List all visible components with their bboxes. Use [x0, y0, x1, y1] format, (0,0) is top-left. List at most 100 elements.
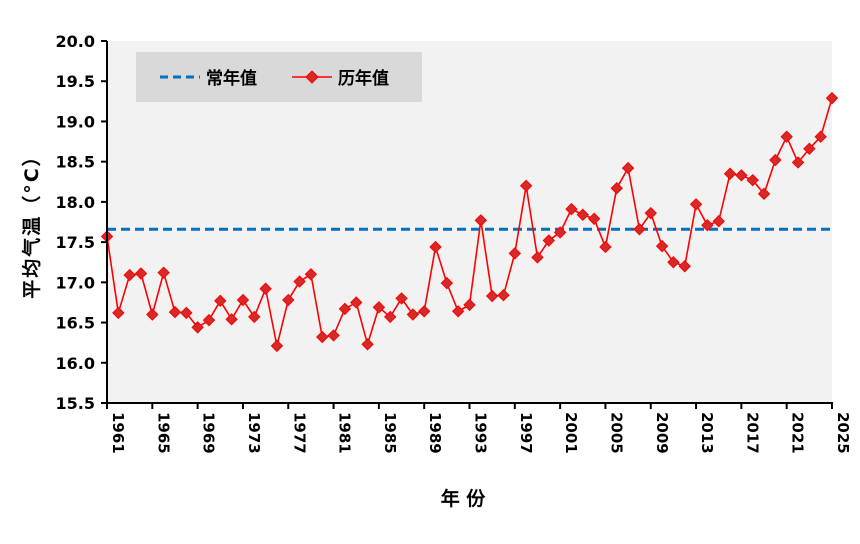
x-tick-label: 1965 — [154, 412, 172, 454]
x-tick-label: 1985 — [381, 412, 399, 454]
y-tick-label: 20.0 — [56, 32, 95, 51]
y-tick-label: 16.5 — [56, 314, 95, 333]
x-tick-label: 1993 — [472, 412, 490, 454]
data-point-2008 — [633, 223, 646, 236]
data-point-1978 — [293, 275, 306, 288]
data-point-2022 — [791, 156, 805, 169]
data-point-2007 — [621, 161, 635, 175]
data-point-1963 — [123, 268, 136, 282]
data-point-2010 — [655, 239, 669, 253]
data-point-1983 — [350, 296, 363, 309]
data-point-1969 — [191, 321, 204, 334]
data-point-1995 — [485, 289, 499, 303]
data-point-1982 — [338, 302, 352, 316]
data-point-1979 — [304, 268, 318, 281]
data-point-1966 — [157, 266, 170, 279]
x-tick-label: 1989 — [426, 412, 444, 454]
data-point-2014 — [701, 219, 714, 232]
y-tick-label: 17.5 — [56, 233, 95, 252]
data-point-1975 — [259, 282, 272, 295]
data-point-1998 — [519, 179, 533, 193]
legend: 常年值 历年值 — [136, 52, 422, 102]
data-point-2024 — [814, 130, 827, 143]
y-axis-label: 平均气温（°C） — [20, 145, 43, 298]
x-tick-label: 1981 — [336, 412, 354, 454]
x-axis-label: 年 份 — [441, 487, 487, 510]
y-tick-label: 17.0 — [56, 273, 95, 292]
data-point-1971 — [214, 294, 227, 308]
legend-annual-label: 历年值 — [338, 68, 389, 89]
data-point-2003 — [576, 208, 589, 221]
data-point-1970 — [202, 313, 216, 327]
data-point-1973 — [236, 293, 250, 307]
data-point-2018 — [746, 173, 759, 187]
x-tick-label: 2025 — [834, 412, 852, 454]
data-point-2006 — [610, 182, 623, 195]
y-tick-label: 18.0 — [56, 193, 95, 212]
data-point-1967 — [168, 305, 182, 319]
x-tick-label: 2013 — [698, 412, 716, 454]
annual-value-points — [100, 91, 839, 353]
x-tick-label: 1973 — [245, 412, 263, 454]
data-point-1981 — [327, 329, 340, 342]
y-tick-label: 16.0 — [56, 354, 95, 373]
data-point-1984 — [361, 338, 374, 351]
data-point-1990 — [429, 240, 442, 254]
data-point-1980 — [316, 330, 329, 344]
data-point-2005 — [599, 240, 612, 254]
data-point-1994 — [474, 214, 488, 227]
data-point-1974 — [248, 310, 261, 324]
data-point-2025 — [825, 91, 839, 105]
x-tick-label: 1969 — [200, 412, 218, 454]
data-point-1996 — [497, 288, 510, 302]
data-point-1977 — [282, 293, 295, 307]
x-tick-label: 1977 — [290, 412, 308, 454]
y-tick-label: 19.0 — [56, 112, 95, 131]
legend-box — [136, 52, 422, 102]
x-tick-label: 1961 — [109, 412, 127, 454]
data-point-2013 — [689, 198, 703, 211]
legend-diamond-icon — [305, 70, 319, 84]
data-point-2017 — [735, 169, 748, 182]
data-point-1965 — [146, 308, 159, 321]
y-tick-label: 19.5 — [56, 72, 95, 91]
data-point-1993 — [463, 298, 476, 312]
x-tick-label: 2017 — [743, 412, 761, 454]
data-point-1992 — [451, 305, 465, 318]
data-point-1989 — [417, 305, 431, 318]
legend-normal-label: 常年值 — [206, 68, 257, 89]
data-point-2019 — [757, 187, 771, 201]
data-point-2021 — [780, 130, 793, 143]
data-point-1964 — [134, 267, 148, 280]
data-point-2001 — [553, 226, 567, 239]
x-tick-label: 2021 — [789, 412, 807, 454]
y-tick-label: 18.5 — [56, 153, 95, 172]
data-point-2011 — [667, 256, 680, 269]
data-point-1991 — [440, 276, 454, 290]
x-tick-label: 2009 — [653, 412, 671, 454]
data-point-2004 — [587, 212, 601, 225]
data-point-2016 — [723, 167, 737, 180]
data-point-2023 — [803, 142, 816, 156]
y-axis: 15.5 16.0 16.5 17.0 17.5 18.0 18.5 19.0 19.5 20.0 — [56, 32, 107, 413]
data-point-2012 — [678, 260, 691, 273]
data-point-1985 — [372, 301, 386, 314]
data-point-2000 — [542, 234, 556, 247]
data-point-2020 — [769, 153, 782, 167]
data-point-1986 — [383, 310, 397, 324]
data-point-1968 — [180, 306, 193, 320]
x-tick-label: 1997 — [517, 412, 535, 454]
x-axis: 1961 1965 1969 1973 1977 1981 1985 1989 1993 1997… — [106, 403, 852, 454]
data-point-1962 — [112, 306, 125, 320]
data-point-2009 — [644, 206, 657, 220]
data-point-1999 — [531, 251, 544, 264]
data-point-2015 — [712, 214, 725, 228]
y-tick-label: 15.5 — [56, 394, 95, 413]
data-point-1987 — [395, 292, 408, 305]
data-point-1997 — [508, 247, 522, 260]
data-point-2002 — [565, 202, 578, 216]
x-tick-label: 2005 — [607, 412, 625, 454]
x-tick-label: 2001 — [562, 412, 580, 454]
data-point-1976 — [270, 339, 284, 353]
